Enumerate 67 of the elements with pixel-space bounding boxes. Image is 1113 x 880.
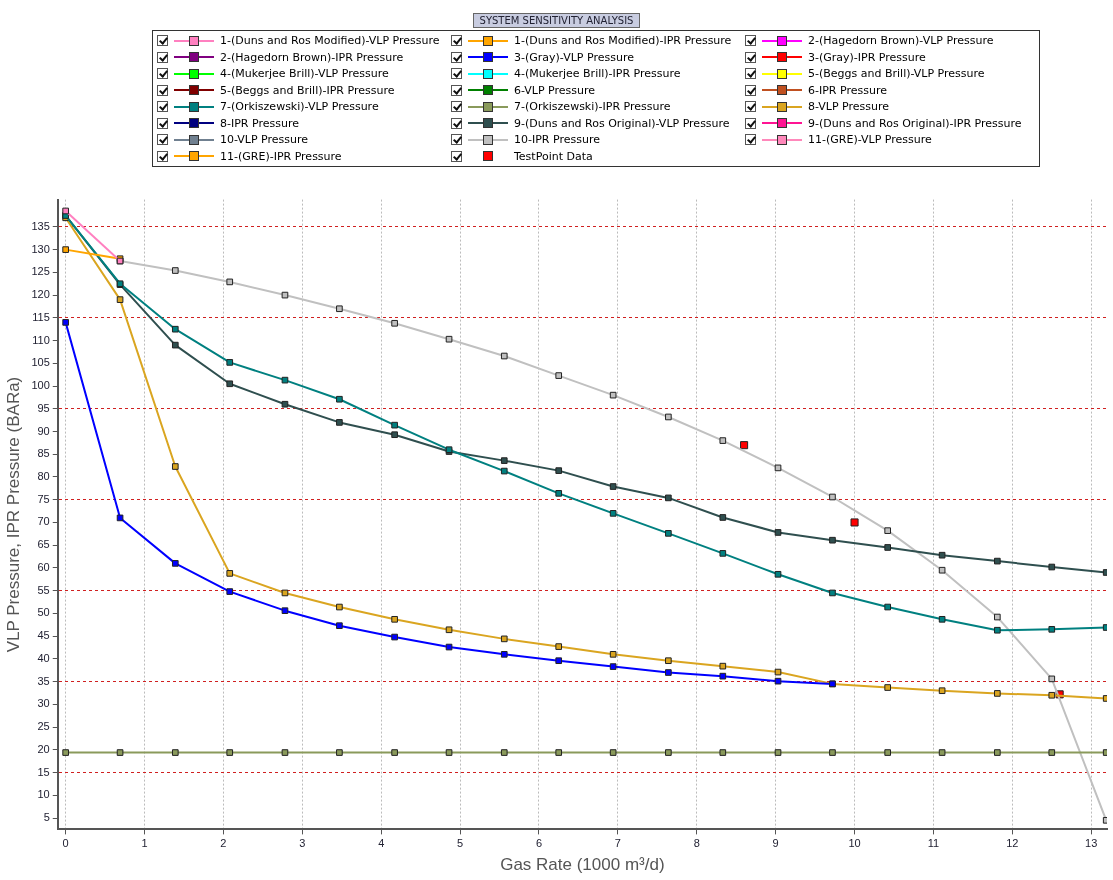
- legend-label: 10-IPR Pressure: [514, 133, 600, 147]
- y-tick-label: 65: [37, 538, 50, 551]
- y-tick-label: 25: [37, 720, 50, 733]
- y-tick-label: 130: [31, 242, 50, 255]
- x-tick-label: 6: [535, 837, 543, 850]
- y-tick-label: 95: [37, 401, 50, 414]
- y-tick-label: 15: [37, 765, 50, 778]
- y-tick-label: 50: [37, 606, 50, 619]
- legend-label: 8-VLP Pressure: [808, 100, 890, 114]
- x-tick-label: 13: [1085, 837, 1098, 850]
- y-tick-label: 30: [37, 697, 50, 710]
- y-tick-label: 45: [37, 629, 50, 642]
- y-tick-label: 60: [37, 560, 50, 573]
- y-tick-label: 100: [31, 379, 50, 392]
- legend-label: 3-(Gray)-VLP Pressure: [514, 50, 634, 64]
- y-tick-label: 5: [43, 811, 50, 824]
- legend-label: 5-(Beggs and Brill)-IPR Pressure: [220, 83, 395, 97]
- legend-label: 8-IPR Pressure: [220, 116, 299, 130]
- x-tick-label: 10: [848, 837, 861, 850]
- x-tick-label: 7: [614, 837, 621, 850]
- legend-label: 3-(Gray)-IPR Pressure: [808, 50, 926, 64]
- x-tick-label: 8: [693, 837, 700, 850]
- y-tick-label: 135: [31, 219, 50, 232]
- legend-label: 1-(Duns and Ros Modified)-IPR Pressure: [514, 34, 732, 48]
- y-tick-label: 55: [37, 583, 50, 596]
- y-tick-label: 40: [37, 651, 50, 664]
- y-tick-label: 75: [37, 492, 50, 505]
- legend-label: 2-(Hagedorn Brown)-IPR Pressure: [220, 50, 404, 64]
- x-tick-label: 1: [141, 837, 148, 850]
- legend-label: 5-(Beggs and Brill)-VLP Pressure: [808, 67, 985, 81]
- y-tick-label: 35: [37, 674, 50, 687]
- legend-label: TestPoint Data: [514, 149, 593, 163]
- legend-label: 11-(GRE)-IPR Pressure: [220, 149, 342, 163]
- legend-label: 6-VLP Pressure: [514, 83, 596, 97]
- x-tick-label: 12: [1006, 837, 1019, 850]
- y-tick-label: 10: [37, 788, 50, 801]
- legend-label: 9-(Duns and Ros Original)-VLP Pressure: [514, 116, 730, 130]
- x-tick-label: 11: [927, 837, 940, 850]
- y-tick-label: 80: [37, 470, 50, 483]
- y-tick-label: 85: [37, 447, 50, 460]
- x-tick-label: 3: [299, 837, 306, 850]
- y-tick-label: 110: [32, 333, 50, 346]
- y-axis-title: VLP Pressure, IPR Pressure (BARa): [3, 376, 23, 653]
- chart-title: SYSTEM SENSITIVITY ANALYSIS: [472, 13, 641, 28]
- legend-label: 4-(Mukerjee Brill)-IPR Pressure: [514, 67, 681, 81]
- y-tick-label: 20: [37, 742, 50, 755]
- legend-label: 7-(Orkiszewski)-VLP Pressure: [220, 100, 379, 114]
- x-tick-label: 9: [772, 837, 779, 850]
- legend-label: 2-(Hagedorn Brown)-VLP Pressure: [808, 34, 994, 48]
- x-tick-label: 0: [62, 837, 69, 850]
- x-tick-label: 2: [220, 837, 227, 850]
- y-tick-label: 90: [37, 424, 50, 437]
- y-tick-label: 120: [31, 288, 50, 301]
- y-tick-label: 70: [37, 515, 50, 528]
- legend-label: 7-(Orkiszewski)-IPR Pressure: [514, 100, 671, 114]
- legend-label: 4-(Mukerjee Brill)-VLP Pressure: [220, 67, 389, 81]
- y-tick-label: 105: [31, 356, 50, 369]
- legend-label: 1-(Duns and Ros Modified)-VLP Pressure: [220, 34, 440, 48]
- x-tick-label: 4: [378, 837, 385, 850]
- legend-label: 11-(GRE)-VLP Pressure: [808, 133, 932, 147]
- y-tick-label: 115: [32, 310, 50, 323]
- y-tick-label: 125: [31, 265, 50, 278]
- legend-label: 10-VLP Pressure: [220, 133, 309, 147]
- legend-label: 6-IPR Pressure: [808, 83, 887, 97]
- x-axis-title: Gas Rate (1000 m³/d): [500, 855, 665, 875]
- x-tick-label: 5: [457, 837, 464, 850]
- legend-label: 9-(Duns and Ros Original)-IPR Pressure: [808, 116, 1022, 130]
